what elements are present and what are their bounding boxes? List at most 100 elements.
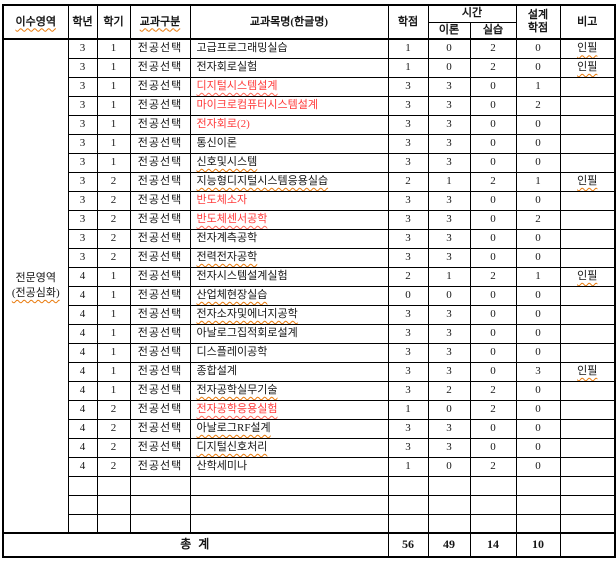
empty-row <box>3 513 616 534</box>
empty-cell <box>67 475 98 496</box>
header-hours: 시간 <box>427 4 517 23</box>
cell-theory: 3 <box>427 361 471 382</box>
cell-semester: 2 <box>96 171 131 192</box>
cell-category: 전공선택 <box>129 38 191 59</box>
cell-note: 인필 <box>559 361 616 382</box>
cell-design: 0 <box>515 399 561 420</box>
cell-note <box>559 380 616 401</box>
cell-note <box>559 114 616 135</box>
cell-credits: 3 <box>387 76 429 97</box>
cell-design: 0 <box>515 114 561 135</box>
cell-category: 전공선택 <box>129 285 191 306</box>
course-name: 산학세미나 <box>196 460 248 473</box>
cell-semester: 1 <box>96 76 131 97</box>
cell-design: 1 <box>515 171 561 192</box>
course-row: 4 2 전공선택 전자공학응용실험 1 0 2 0 <box>3 399 616 420</box>
course-name: 디스플레이공학 <box>196 346 268 359</box>
cell-year: 3 <box>67 95 98 116</box>
course-row: 전문영역 (전공심화) 3 1 전공선택 고급프로그래밍실습 1 0 2 0 인필 <box>2 38 616 534</box>
cell-semester: 2 <box>96 228 131 249</box>
cell-note <box>559 456 616 477</box>
cell-credits: 3 <box>387 152 429 173</box>
course-name: 전자회로실험 <box>196 61 258 74</box>
total-credits: 56 <box>387 532 429 558</box>
note-text: 인필 <box>577 42 598 55</box>
area-label-cell: 전문영역 (전공심화) <box>2 38 69 534</box>
course-row: 3 1 전공선택 신호및시스템 3 3 0 0 <box>3 152 616 173</box>
course-row: 3 1 전공선택 전자회로실험 1 0 2 0 인필 <box>3 57 616 78</box>
course-row: 3 1 전공선택 통신이론 3 3 0 0 <box>3 133 616 154</box>
course-row: 3 1 전공선택 마이크로컴퓨터시스템설계 3 3 0 2 <box>3 95 616 116</box>
course-name: 전자시스템설계실험 <box>196 270 288 283</box>
cell-course: 산업체현장실습 <box>189 285 389 306</box>
cell-practice: 0 <box>469 95 517 116</box>
cell-theory: 3 <box>427 418 471 439</box>
cell-semester: 2 <box>96 456 131 477</box>
cell-credits: 3 <box>387 190 429 211</box>
cell-category: 전공선택 <box>129 171 191 192</box>
cell-note <box>559 190 616 211</box>
cell-year: 4 <box>67 380 98 401</box>
cell-course: 아날로그RF설계 <box>189 418 389 439</box>
course-row: 4 1 전공선택 종합설계 3 3 0 3 인필 <box>3 361 616 382</box>
total-practice: 14 <box>469 532 517 558</box>
empty-cell <box>427 494 471 515</box>
cell-note <box>559 247 616 268</box>
cell-practice: 2 <box>469 266 517 287</box>
empty-row <box>3 494 616 515</box>
total-design: 10 <box>515 532 561 558</box>
cell-category: 전공선택 <box>129 228 191 249</box>
course-row: 4 1 전공선택 아날로그집적회로설계 3 3 0 0 <box>3 323 616 344</box>
cell-practice: 0 <box>469 114 517 135</box>
cell-credits: 3 <box>387 133 429 154</box>
cell-theory: 0 <box>427 57 471 78</box>
cell-year: 3 <box>67 38 98 59</box>
cell-practice: 0 <box>469 228 517 249</box>
empty-cell <box>469 494 517 515</box>
cell-year: 3 <box>67 133 98 154</box>
cell-category: 전공선택 <box>129 114 191 135</box>
cell-year: 4 <box>67 323 98 344</box>
cell-design: 0 <box>515 304 561 325</box>
empty-cell <box>189 475 389 496</box>
course-row: 4 2 전공선택 디지털신호처리 3 3 0 0 <box>3 437 616 458</box>
cell-semester: 1 <box>96 266 131 287</box>
cell-semester: 2 <box>96 190 131 211</box>
cell-year: 3 <box>67 76 98 97</box>
cell-practice: 0 <box>469 342 517 363</box>
cell-course: 마이크로컴퓨터시스템설계 <box>189 95 389 116</box>
cell-semester: 2 <box>96 399 131 420</box>
cell-semester: 1 <box>96 342 131 363</box>
cell-course: 아날로그집적회로설계 <box>189 323 389 344</box>
cell-category: 전공선택 <box>129 247 191 268</box>
cell-theory: 3 <box>427 190 471 211</box>
course-row: 4 2 전공선택 산학세미나 1 0 2 0 <box>3 456 616 477</box>
cell-note: 인필 <box>559 57 616 78</box>
cell-practice: 0 <box>469 152 517 173</box>
cell-category: 전공선택 <box>129 342 191 363</box>
area-label-line1: 전문영역 <box>15 272 56 285</box>
cell-credits: 0 <box>387 285 429 306</box>
course-row: 4 1 전공선택 전자시스템설계실험 2 1 2 1 인필 <box>3 266 616 287</box>
cell-year: 3 <box>67 114 98 135</box>
cell-practice: 0 <box>469 209 517 230</box>
cell-category: 전공선택 <box>129 304 191 325</box>
cell-note <box>559 152 616 173</box>
cell-course: 디지털신호처리 <box>189 437 389 458</box>
cell-category: 전공선택 <box>129 209 191 230</box>
course-name: 종합설계 <box>196 365 237 378</box>
cell-semester: 2 <box>96 437 131 458</box>
cell-course: 전자회로(2) <box>189 114 389 135</box>
cell-design: 0 <box>515 38 561 59</box>
cell-semester: 1 <box>96 323 131 344</box>
cell-year: 4 <box>67 285 98 306</box>
cell-design: 0 <box>515 456 561 477</box>
cell-credits: 3 <box>387 437 429 458</box>
header-theory: 이론 <box>427 21 471 40</box>
course-name: 전자소자및에너지공학 <box>196 308 298 321</box>
cell-note: 인필 <box>559 171 616 192</box>
cell-design: 0 <box>515 342 561 363</box>
cell-note <box>559 228 616 249</box>
cell-theory: 3 <box>427 209 471 230</box>
course-name: 고급프로그래밍실습 <box>196 42 288 55</box>
